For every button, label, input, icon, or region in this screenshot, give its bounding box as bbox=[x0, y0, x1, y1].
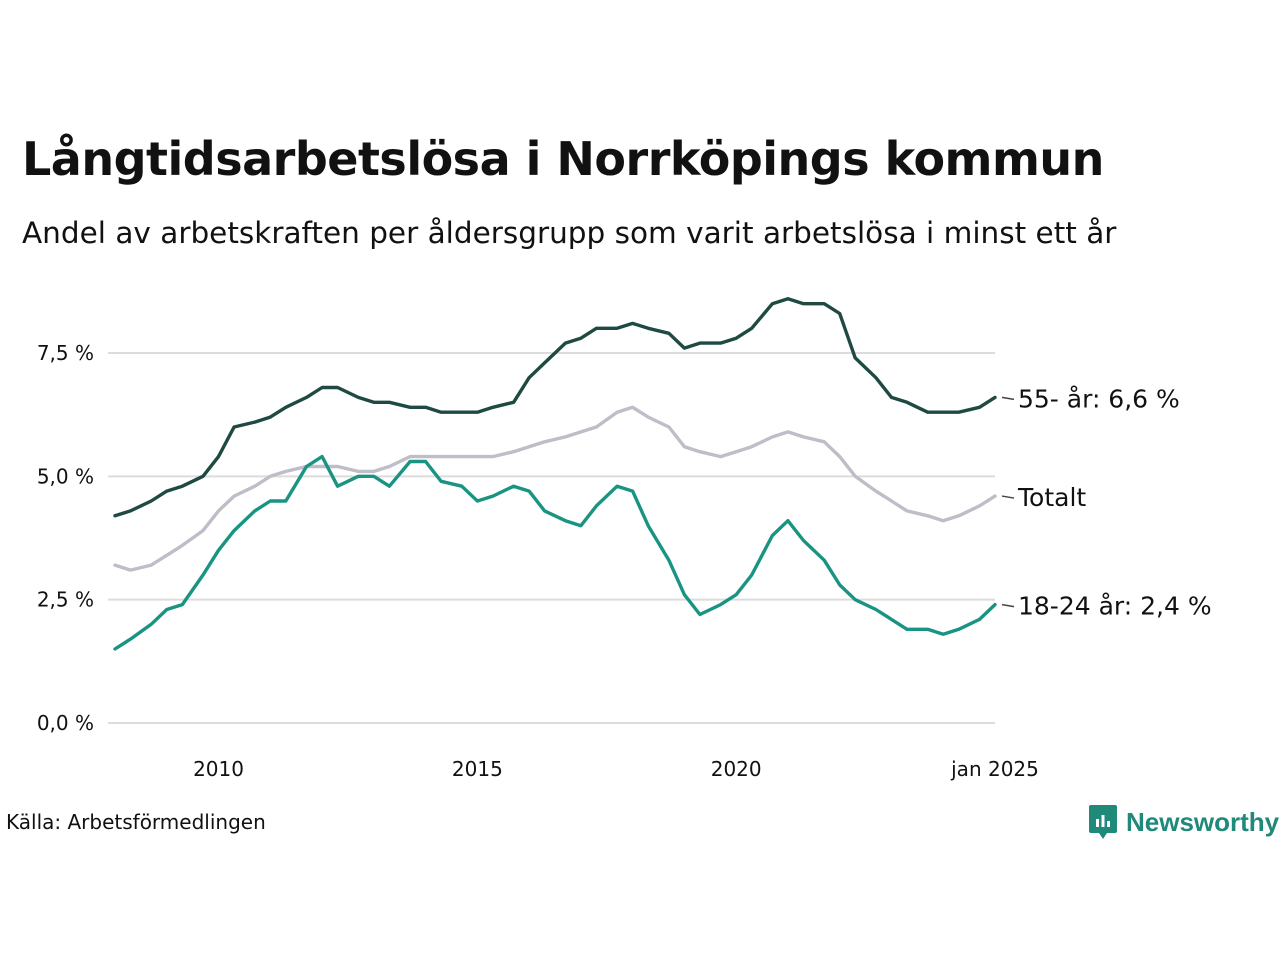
end-label-leader bbox=[1001, 603, 1015, 608]
series-lines bbox=[113, 297, 997, 651]
x-tick-label: 2015 bbox=[452, 757, 503, 781]
series-end-labels: 55- år: 6,6 % Totalt 18-24 år: 2,4 % bbox=[1001, 384, 1212, 621]
y-tick-label: 2,5 % bbox=[37, 588, 94, 612]
series-line-1 bbox=[113, 405, 997, 572]
end-label-leader bbox=[1001, 495, 1015, 499]
series-line-2 bbox=[113, 454, 997, 651]
chart-title: Långtidsarbetslösa i Norrköpings kommun bbox=[22, 132, 1104, 186]
y-axis-tick-labels: 0,0 % 2,5 % 5,0 % 7,5 % bbox=[37, 341, 94, 735]
series-end-label: 18-24 år: 2,4 % bbox=[1018, 592, 1212, 621]
x-axis-tick-labels: 2010 2015 2020 jan 2025 bbox=[193, 757, 1039, 781]
source-note: Källa: Arbetsförmedlingen bbox=[6, 810, 266, 834]
x-tick-label: 2010 bbox=[193, 757, 244, 781]
y-gridlines bbox=[108, 352, 995, 724]
series-line-0 bbox=[113, 297, 997, 518]
x-tick-label: 2020 bbox=[711, 757, 762, 781]
chart-badge-icon bbox=[1089, 805, 1117, 839]
newsworthy-logo: Newsworthy bbox=[1088, 804, 1279, 840]
brand-name: Newsworthy bbox=[1126, 806, 1280, 837]
series-end-label: Totalt bbox=[1017, 483, 1086, 512]
chart-subtitle: Andel av arbetskraften per åldersgrupp s… bbox=[22, 216, 1117, 250]
end-label-leader bbox=[1001, 396, 1015, 401]
series-end-label: 55- år: 6,6 % bbox=[1018, 384, 1180, 413]
x-tick-label: jan 2025 bbox=[950, 757, 1039, 781]
y-tick-label: 7,5 % bbox=[37, 341, 94, 365]
y-tick-label: 0,0 % bbox=[37, 711, 94, 735]
y-tick-label: 5,0 % bbox=[37, 464, 94, 488]
